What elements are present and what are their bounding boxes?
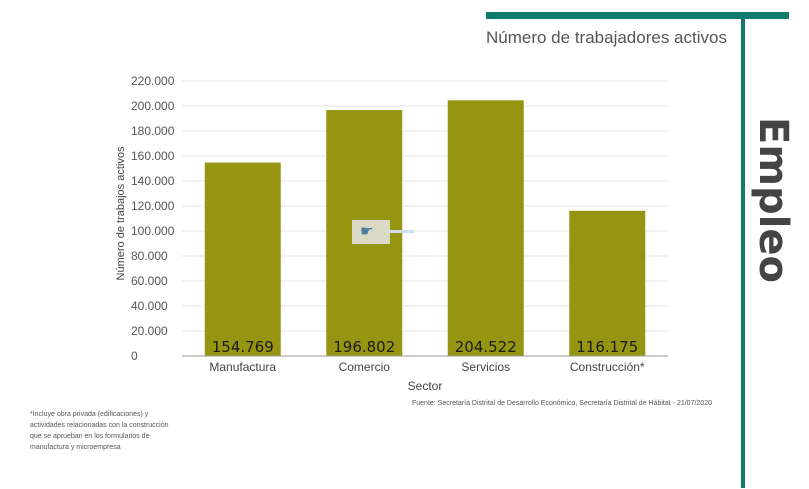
- y-tick-label: 100.000: [131, 224, 175, 238]
- x-axis-label: Sector: [408, 379, 443, 393]
- y-tick-label: 60.000: [131, 274, 168, 288]
- x-tick-label: Construcción*: [570, 360, 645, 374]
- y-tick-label: 0: [131, 349, 138, 363]
- bar-value-label: 154.769: [212, 338, 274, 356]
- cursor-overlay: ☛: [352, 220, 390, 244]
- bar: [204, 162, 281, 356]
- x-tick-label: Servicios: [461, 360, 510, 374]
- chart-title: Número de trabajadores activos: [486, 28, 727, 47]
- top-accent-bar: [486, 12, 789, 19]
- y-tick-label: 120.000: [131, 199, 175, 213]
- y-tick-labels: 0 20.000 40.000 60.000 80.000 100.000 120.000 1…: [131, 74, 175, 363]
- bar-value-label: 116.175: [576, 338, 638, 356]
- y-tick-label: 140.000: [131, 174, 175, 188]
- bar-chart: 0 20.000 40.000 60.000 80.000 100.000 120.000 1…: [115, 74, 668, 393]
- x-tick-label: Manufactura: [209, 360, 276, 374]
- y-tick-label: 200.000: [131, 99, 175, 113]
- side-section-label: Empleo: [750, 117, 796, 283]
- side-accent-bar: [741, 16, 745, 488]
- y-tick-label: 220.000: [131, 74, 175, 88]
- bar: [569, 210, 646, 356]
- y-tick-label: 80.000: [131, 249, 168, 263]
- y-tick-label: 20.000: [131, 324, 168, 338]
- cursor-overlay-trail: [390, 230, 414, 233]
- y-tick-label: 40.000: [131, 299, 168, 313]
- y-tick-label: 160.000: [131, 149, 175, 163]
- bar-value-label: 204.522: [455, 338, 517, 356]
- hand-pointer-icon: ☛: [360, 222, 374, 240]
- bar: [447, 100, 524, 356]
- source-note: Fuente: Secretaría Distrital de Desarrol…: [412, 400, 712, 407]
- x-tick-label: Comercio: [339, 360, 391, 374]
- x-tick-labels: Manufactura Comercio Servicios Construcción…: [209, 360, 645, 374]
- y-axis-label: Número de trabajos activos: [115, 146, 127, 280]
- y-tick-label: 180.000: [131, 124, 175, 138]
- footnote: *Incluye obra privada (edificaciones) y …: [30, 411, 169, 451]
- bar-value-label: 196.802: [333, 338, 395, 356]
- bars: 154.769 196.802 204.522 116.175: [204, 100, 646, 356]
